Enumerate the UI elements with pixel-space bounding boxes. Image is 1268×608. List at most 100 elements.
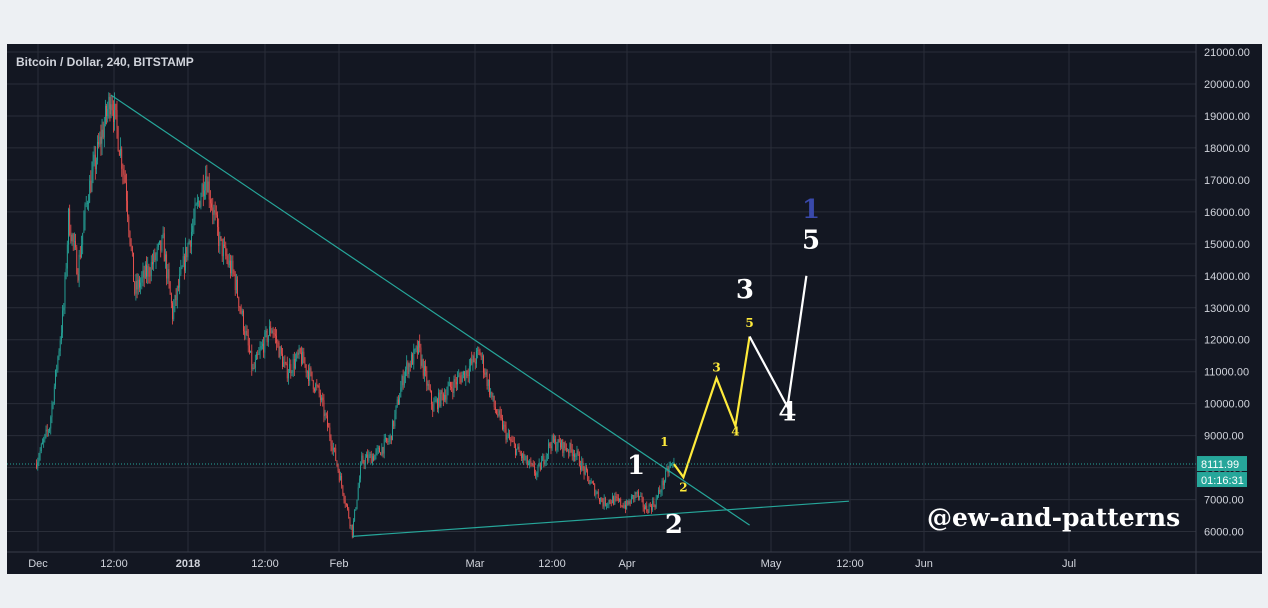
candle-body <box>78 254 80 281</box>
candle-body <box>526 456 528 465</box>
candle-body <box>290 364 292 374</box>
candle-body <box>85 203 87 205</box>
candle-body <box>580 466 581 470</box>
candle-body <box>269 326 270 336</box>
candle-body <box>302 351 304 364</box>
candle-body <box>279 346 281 358</box>
candle-body <box>655 498 657 508</box>
candle-body <box>243 310 244 332</box>
candle-body <box>451 386 453 389</box>
candle-body <box>270 326 272 334</box>
candle-body <box>348 508 350 518</box>
candle-body <box>254 359 256 368</box>
candle-body <box>560 442 561 448</box>
candle-body <box>50 417 52 429</box>
candle-body <box>610 502 612 504</box>
candle-body <box>75 241 76 248</box>
candle-body <box>402 376 404 386</box>
candle-body <box>335 448 337 461</box>
candle-body <box>266 330 268 343</box>
candle-body <box>328 426 330 428</box>
candle-body <box>418 341 419 354</box>
candle-body <box>588 476 590 484</box>
candle-body <box>561 440 562 448</box>
candle-body <box>111 104 113 111</box>
chart-title: Bitcoin / Dollar, 240, BITSTAMP <box>16 55 194 69</box>
candle-body <box>56 369 58 371</box>
candle-body <box>616 497 618 499</box>
candle-body <box>265 330 267 333</box>
candle-body <box>517 446 519 449</box>
candle-body <box>208 181 210 200</box>
candle-body <box>310 368 312 372</box>
candle-body <box>166 254 168 279</box>
candle-body <box>128 216 130 232</box>
candle-body <box>117 127 119 151</box>
candle-body <box>57 356 59 370</box>
candle-body <box>671 463 672 465</box>
candle-body <box>662 480 664 486</box>
candle-body <box>172 303 173 320</box>
candle-body <box>88 202 89 204</box>
x-tick-label: 2018 <box>176 558 200 570</box>
y-tick-label: 21000.00 <box>1204 47 1250 59</box>
candle-body <box>474 362 476 364</box>
candle-body <box>213 210 215 215</box>
candle-body <box>66 244 68 269</box>
candle-body <box>464 371 466 380</box>
candle-body <box>283 362 285 367</box>
candle-body <box>337 465 339 471</box>
candle-body <box>178 286 179 288</box>
candle-body <box>262 343 263 347</box>
candle-body <box>120 148 121 156</box>
candle-body <box>305 364 307 373</box>
candle-body <box>358 478 360 488</box>
candle-body <box>199 201 201 208</box>
x-tick-label: Jun <box>915 558 933 570</box>
candle-body <box>44 434 46 440</box>
x-tick-label: 12:00 <box>251 558 279 570</box>
candle-body <box>528 464 529 465</box>
candle-body <box>554 439 555 442</box>
candle-body <box>214 210 216 213</box>
y-tick-label: 16000.00 <box>1204 207 1250 219</box>
candle-body <box>154 252 156 261</box>
candle-body <box>245 330 247 336</box>
wave-label: 3 <box>736 275 754 305</box>
candle-body <box>204 190 205 197</box>
candle-body <box>87 203 88 204</box>
candle-body <box>373 456 374 461</box>
candle-body <box>318 385 320 394</box>
candle-body <box>438 392 440 410</box>
candle-body <box>573 454 574 457</box>
candle-body <box>272 330 274 334</box>
candle-body <box>160 240 162 251</box>
candle-body <box>162 233 164 237</box>
candle-body <box>383 439 385 454</box>
candle-body <box>321 397 322 401</box>
candle-body <box>169 281 171 295</box>
candle-body <box>363 462 365 465</box>
candle-body <box>533 465 535 474</box>
candle-body <box>82 232 84 245</box>
candle-body <box>369 453 371 455</box>
candle-body <box>136 280 138 290</box>
wave-label: 4 <box>731 425 739 439</box>
candle-body <box>124 174 126 183</box>
x-tick-label: Dec <box>28 558 48 570</box>
y-tick-label: 9000.00 <box>1204 431 1244 443</box>
wave-label: 4 <box>778 397 796 427</box>
chart-panel[interactable]: 21000.00 20000.00 19000.00 18000.00 17000.00… <box>7 44 1262 574</box>
candle-body <box>168 269 170 282</box>
candle-body <box>301 352 302 364</box>
candle-body <box>311 371 313 381</box>
wave-label: 2 <box>665 510 683 540</box>
candle-body <box>110 104 112 115</box>
candle-body <box>427 383 429 386</box>
candle-body <box>141 277 143 283</box>
candle-body <box>541 460 542 470</box>
candle-body <box>361 455 363 465</box>
candle-body <box>532 463 534 466</box>
chart-canvas[interactable]: 21000.0020000.0019000.0018000.0017000.00… <box>7 44 1262 574</box>
candle-body <box>219 236 221 246</box>
